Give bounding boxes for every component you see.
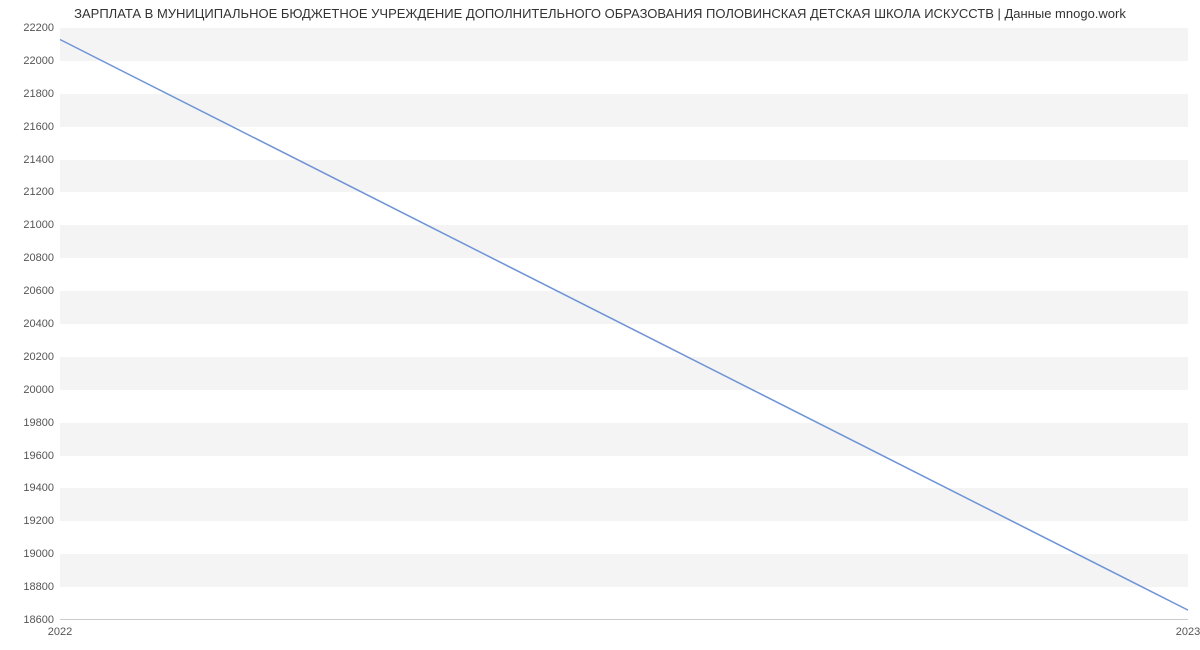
y-tick-label: 21800 [23,88,54,100]
y-tick-label: 21000 [23,219,54,231]
y-tick-label: 20800 [23,252,54,264]
y-tick-label: 21600 [23,121,54,133]
x-tick-label: 2023 [1176,626,1200,638]
y-tick-label: 18600 [23,614,54,626]
y-tick-label: 20600 [23,285,54,297]
y-tick-label: 21200 [23,186,54,198]
y-tick-label: 18800 [23,581,54,593]
chart-title: ЗАРПЛАТА В МУНИЦИПАЛЬНОЕ БЮДЖЕТНОЕ УЧРЕЖ… [0,6,1200,21]
y-tick-label: 19400 [23,482,54,494]
y-tick-label: 19200 [23,515,54,527]
x-tick-label: 2022 [48,626,72,638]
y-tick-label: 19800 [23,417,54,429]
y-tick-label: 21400 [23,154,54,166]
y-tick-label: 22000 [23,55,54,67]
y-tick-label: 20400 [23,318,54,330]
y-tick-label: 20200 [23,351,54,363]
series-line [60,40,1188,611]
y-tick-label: 19600 [23,450,54,462]
y-tick-label: 22200 [23,22,54,34]
y-tick-label: 19000 [23,548,54,560]
plot-area: 1860018800190001920019400196001980020000… [60,28,1188,620]
chart-line-layer [60,28,1188,620]
y-tick-label: 20000 [23,384,54,396]
